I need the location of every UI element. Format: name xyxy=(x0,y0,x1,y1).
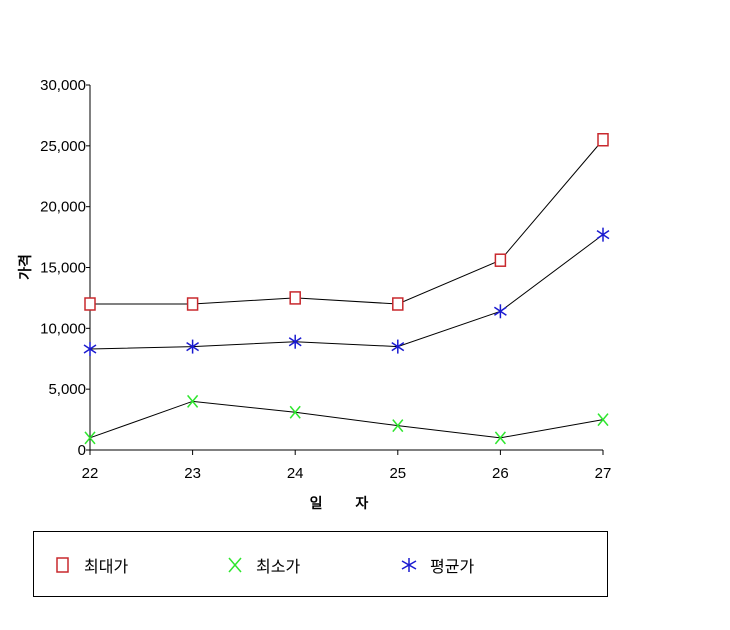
data-point xyxy=(289,405,301,419)
data-point xyxy=(494,431,506,445)
data-point xyxy=(493,304,507,319)
x-tick-label: 22 xyxy=(82,465,99,482)
data-point xyxy=(288,334,302,349)
x-tick-label: 25 xyxy=(389,465,406,482)
y-tick-label: 5,000 xyxy=(48,381,86,398)
data-point xyxy=(391,339,405,354)
data-point xyxy=(392,419,404,433)
x-tick-label: 26 xyxy=(492,465,509,482)
legend-item-max: 최대가 xyxy=(54,532,128,598)
x-tick-label: 23 xyxy=(184,465,201,482)
data-point xyxy=(186,339,200,354)
series-layer xyxy=(83,133,610,445)
legend-label-avg: 평균가 xyxy=(430,557,475,576)
data-point xyxy=(596,227,610,242)
series-line xyxy=(89,234,604,350)
y-tick-label: 15,000 xyxy=(40,260,86,277)
legend-label-max: 최대가 xyxy=(84,557,129,576)
data-point xyxy=(83,342,97,357)
y-tick-label: 30,000 xyxy=(40,77,86,94)
legend: 최대가 최소가 평균가 xyxy=(33,531,608,597)
x-axis-title: 일 자 xyxy=(310,496,383,512)
square-marker-icon xyxy=(56,557,69,573)
data-point xyxy=(84,431,96,445)
legend-item-avg: 평균가 xyxy=(400,532,474,598)
legend-item-min: 최소가 xyxy=(226,532,300,598)
data-point xyxy=(289,291,301,305)
data-point xyxy=(84,297,96,311)
data-point xyxy=(597,133,609,147)
data-point xyxy=(392,297,404,311)
y-tick-label: 20,000 xyxy=(40,199,86,216)
y-axis-ticks: 0 5,000 10,000 15,000 20,000 25,000 30,000 xyxy=(40,77,90,459)
y-tick-label: 10,000 xyxy=(40,320,86,337)
y-tick-label: 25,000 xyxy=(40,138,86,155)
data-point xyxy=(597,413,609,427)
x-marker-icon xyxy=(228,557,242,573)
y-tick-label: 0 xyxy=(78,442,86,459)
x-tick-label: 24 xyxy=(287,465,304,482)
series-2 xyxy=(83,227,610,357)
data-point xyxy=(494,253,507,267)
series-line xyxy=(89,400,604,439)
y-axis-title: 가격 xyxy=(17,254,34,280)
asterisk-marker-icon xyxy=(401,558,417,572)
x-tick-label: 27 xyxy=(595,465,612,482)
x-axis-ticks: 22 23 24 25 26 27 xyxy=(82,450,612,482)
legend-label-min: 최소가 xyxy=(256,557,301,576)
series-1 xyxy=(84,394,609,445)
data-point xyxy=(186,297,199,311)
series-line xyxy=(90,139,604,305)
data-point xyxy=(187,394,199,408)
series-0 xyxy=(84,133,609,311)
